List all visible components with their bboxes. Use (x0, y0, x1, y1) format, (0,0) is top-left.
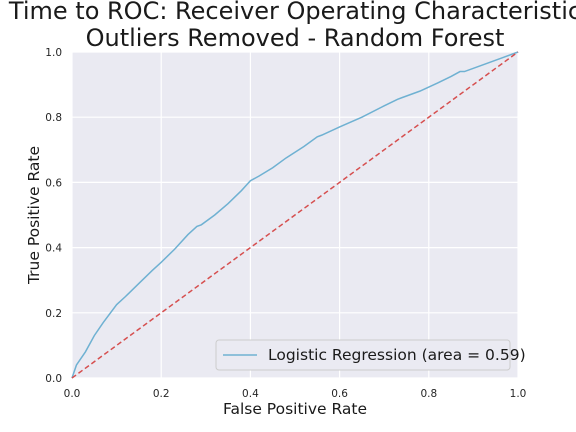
chart-title-line-2: Outliers Removed - Random Forest (86, 24, 505, 52)
y-tick-label: 0.6 (45, 177, 62, 189)
legend-box (215, 339, 511, 371)
y-tick-label: 0.4 (45, 243, 62, 255)
x-tick-label: 0.6 (331, 388, 348, 400)
legend-entry-label: Logistic Regression (area = 0.59) (268, 346, 526, 364)
x-tick-label: 0.8 (420, 388, 437, 400)
x-tick-label: 0.0 (64, 388, 81, 400)
roc-curve-line (71, 51, 519, 379)
y-tick-label: 0.0 (45, 373, 62, 385)
series-layer (71, 51, 519, 379)
x-tick-label: 1.0 (510, 388, 527, 400)
x-tick-label: 0.2 (153, 388, 170, 400)
x-tick-labels: 0.0 0.2 0.4 0.6 0.8 1.0 (64, 388, 527, 400)
chart-title-line-1: Time to ROC: Receiver Operating Characte… (8, 0, 576, 25)
grid-lines (71, 51, 519, 379)
y-tick-label: 0.2 (45, 308, 62, 320)
x-tick-label: 0.4 (242, 388, 259, 400)
y-tick-label: 1.0 (45, 47, 62, 59)
y-tick-label: 0.8 (45, 112, 62, 124)
legend: Logistic Regression (area = 0.59) (215, 339, 526, 371)
chance-diagonal-line (71, 51, 519, 379)
y-axis-label: True Positive Rate (25, 146, 43, 285)
y-tick-labels: 0.0 0.2 0.4 0.6 0.8 1.0 (45, 47, 62, 385)
x-axis-label: False Positive Rate (223, 400, 367, 418)
